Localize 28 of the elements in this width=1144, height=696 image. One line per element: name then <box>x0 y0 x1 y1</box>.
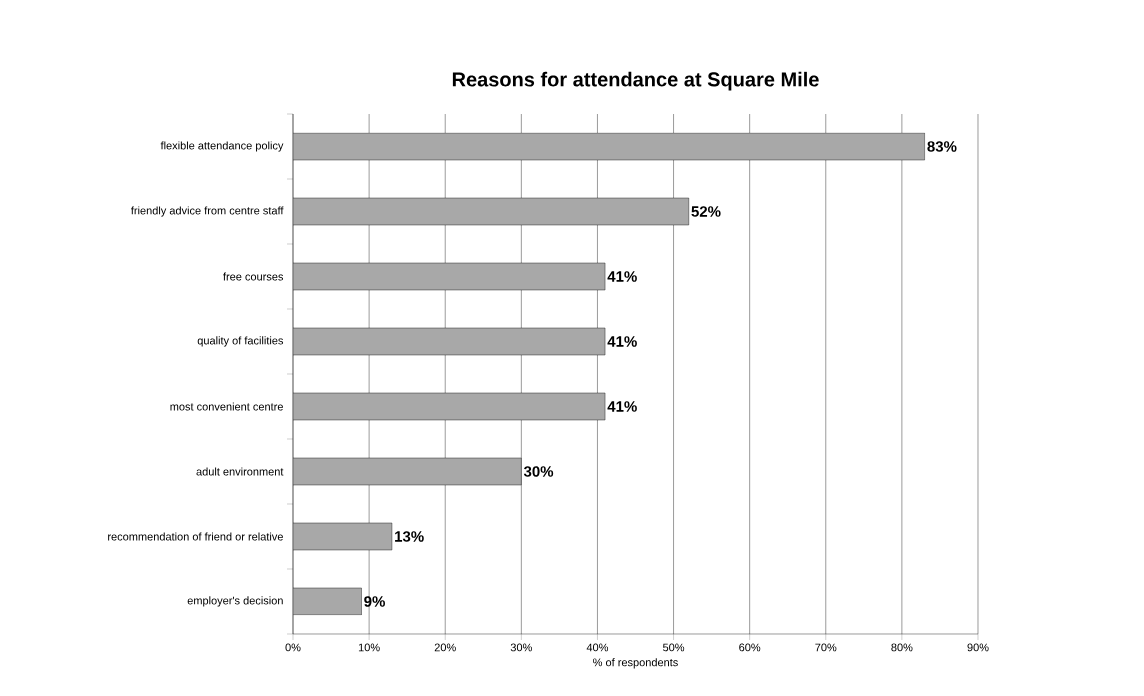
data-label: 30% <box>523 466 554 477</box>
x-tick-label: 70% <box>815 643 837 652</box>
x-tick-label: 50% <box>662 643 685 652</box>
x-tick-label: 90% <box>967 643 989 652</box>
x-tick-label: 0% <box>285 643 301 652</box>
chart-title: Reasons for attendance at Square Mile <box>452 71 819 91</box>
x-tick-label: 20% <box>434 643 456 652</box>
y-tick-label: recommendation of friend or relative <box>108 532 283 541</box>
data-label: 41% <box>607 401 637 412</box>
data-label: 83% <box>927 141 957 152</box>
data-label: 41% <box>607 271 637 282</box>
x-tick-label: 10% <box>358 643 380 652</box>
y-tick-label: most convenient centre <box>170 402 283 411</box>
x-axis-title: % of respondents <box>593 658 678 669</box>
x-tick-label: 30% <box>510 643 532 652</box>
data-label: 9% <box>364 596 385 607</box>
x-tick-label: 60% <box>739 643 761 652</box>
y-tick-label: adult environment <box>196 467 284 476</box>
y-tick-label: friendly advice from centre staff <box>130 206 284 217</box>
data-label: 13% <box>395 531 424 542</box>
data-label: 52% <box>691 206 721 217</box>
y-tick-label: flexible attendance policy <box>160 141 284 152</box>
y-tick-label: free courses <box>223 272 284 281</box>
x-tick-label: 80% <box>891 643 913 652</box>
y-tick-label: employer's decision <box>187 596 283 607</box>
x-tick-label: 40% <box>586 643 609 652</box>
y-tick-label: quality of facilities <box>197 336 284 347</box>
data-label: 41% <box>607 336 637 347</box>
